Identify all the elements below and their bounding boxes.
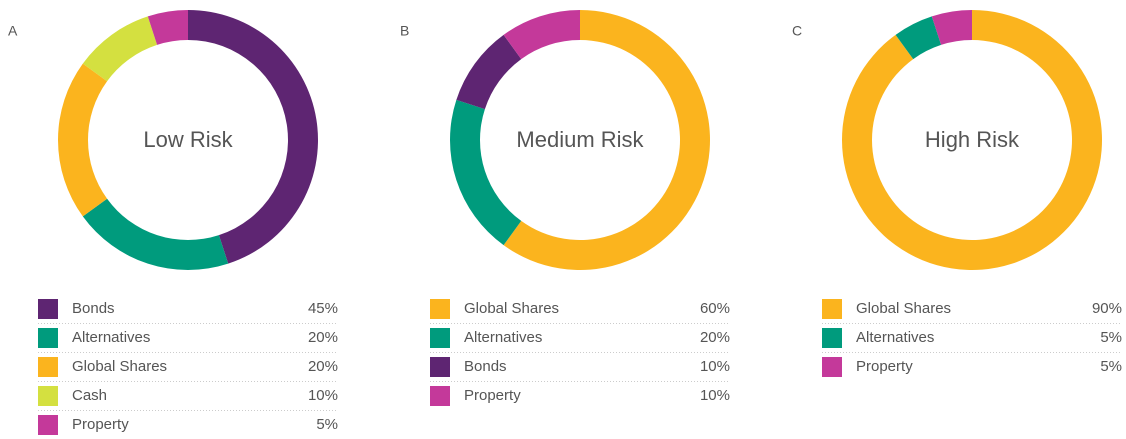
legend-label: Alternatives (464, 329, 542, 346)
donut-segment (82, 16, 158, 82)
chart-title: High Risk (924, 127, 1020, 152)
legend-value: 5% (1100, 329, 1122, 346)
legend-swatch (430, 299, 450, 319)
donut-segment (58, 63, 108, 217)
legend-value: 90% (1092, 300, 1122, 317)
legend-swatch (822, 299, 842, 319)
donut-segment (503, 10, 580, 60)
legend-label: Global Shares (72, 358, 167, 375)
legend-value: 60% (700, 300, 730, 317)
legend-swatch (38, 328, 58, 348)
legend-swatch (430, 328, 450, 348)
legend-label: Cash (72, 387, 107, 404)
legend-label: Global Shares (464, 300, 559, 317)
donut-segment (450, 99, 522, 246)
legend-label: Alternatives (856, 329, 934, 346)
donut-segment (188, 10, 318, 264)
donut-segment (456, 34, 522, 110)
legend-label: Bonds (72, 300, 115, 317)
legend-value: 20% (308, 329, 338, 346)
legend-swatch (38, 415, 58, 435)
legend-swatch (822, 357, 842, 377)
legend-label: Property (856, 358, 913, 375)
legend-swatch (430, 386, 450, 406)
legend-swatch (38, 299, 58, 319)
legend-value: 45% (308, 300, 338, 317)
legend-value: 5% (316, 416, 338, 433)
legend-value: 5% (1100, 358, 1122, 375)
donut-segment (503, 10, 711, 271)
legend-value: 10% (700, 387, 730, 404)
legend-swatch (38, 386, 58, 406)
legend-value: 10% (700, 358, 730, 375)
legend-swatch (822, 328, 842, 348)
legend-swatch (430, 357, 450, 377)
legend-label: Property (464, 387, 521, 404)
chart-label: A (8, 23, 18, 39)
legend-value: 20% (308, 358, 338, 375)
legend-label: Alternatives (72, 329, 150, 346)
donut-segment (895, 16, 942, 60)
legend-value: 20% (700, 329, 730, 346)
chart-label: C (792, 23, 802, 39)
chart-title: Medium Risk (516, 127, 644, 152)
legend-label: Property (72, 416, 129, 433)
legend-label: Bonds (464, 358, 507, 375)
donut-segment (147, 10, 188, 45)
legend-value: 10% (308, 387, 338, 404)
donut-segment (82, 198, 229, 271)
chart-title: Low Risk (143, 127, 233, 152)
legend-swatch (38, 357, 58, 377)
legend-label: Global Shares (856, 300, 951, 317)
chart-label: B (400, 23, 409, 39)
donut-segment (931, 10, 972, 45)
